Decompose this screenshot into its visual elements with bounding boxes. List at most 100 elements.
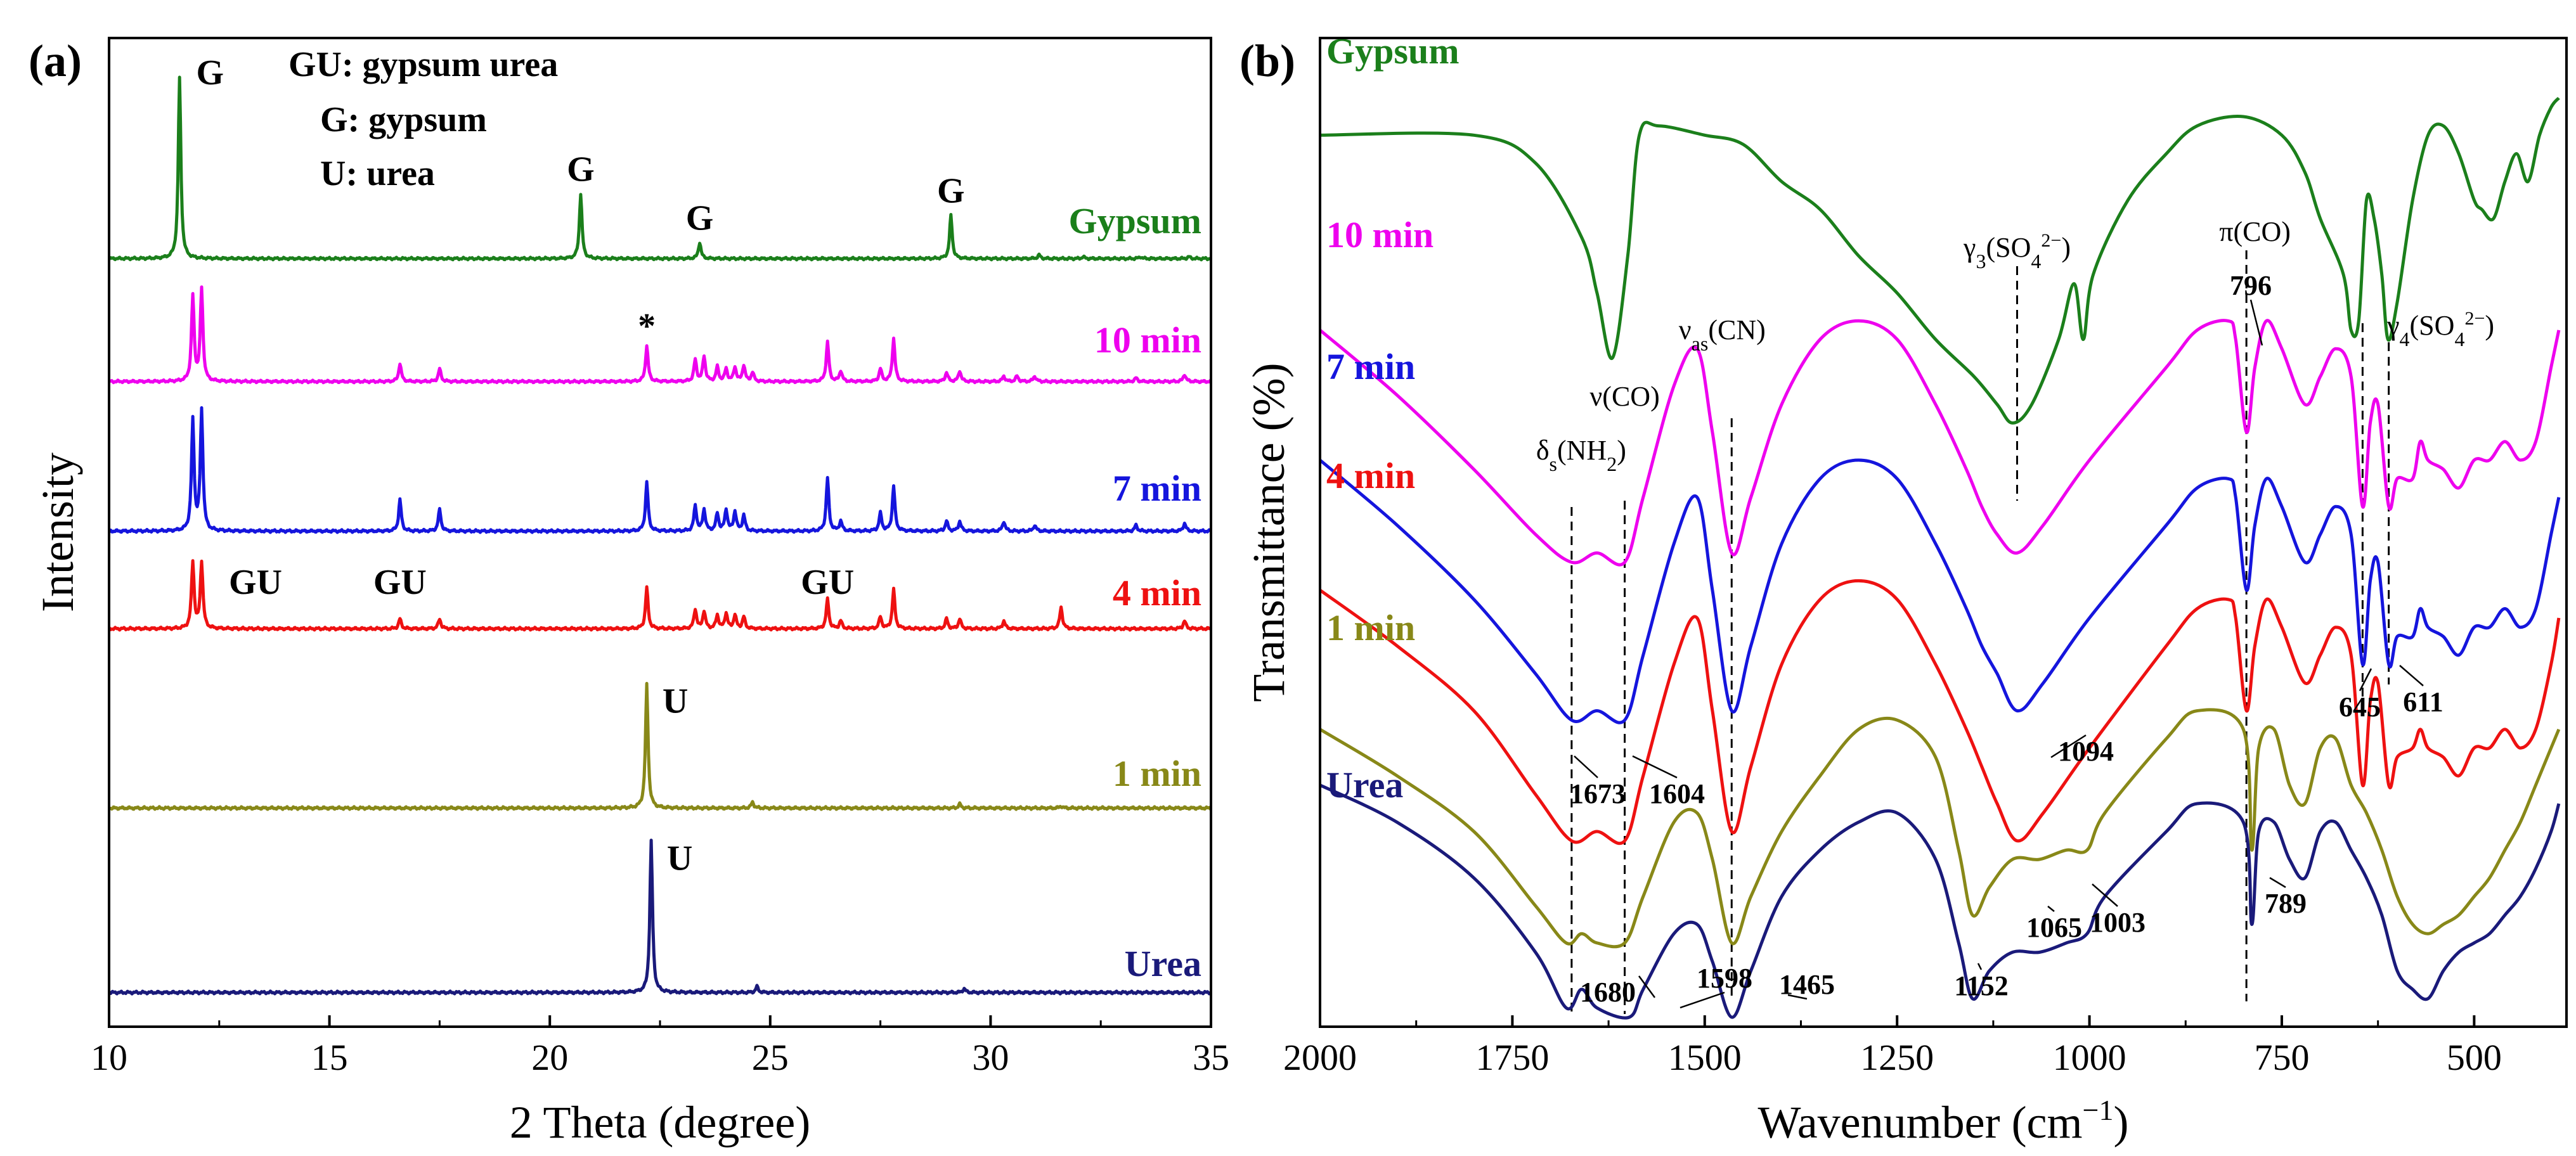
xrd-x-tick-label: 30 [972,1037,1009,1078]
ftir-series-names: Gypsum 10 min 7 min 4 min 1 min Urea [1326,30,1460,806]
xrd-series-name-7-min: 7 min [1113,468,1201,509]
ftir-peak-label-1152: 1152 [1954,970,2009,1001]
xrd-peak-label: * [638,307,656,346]
ftir-series-name-1-min: 1 min [1326,607,1415,648]
ftir-peak-label-1680: 1680 [1580,977,1636,1008]
ftir-traces [1319,96,2561,1020]
ftir-trace-1-min [1319,708,2561,949]
ftir-series-name-7-min: 7 min [1326,346,1415,387]
ftir-series-name-gypsum: Gypsum [1326,30,1460,72]
xrd-trace-urea [108,838,1212,996]
xrd-panel: (a) G G G G * GU GU GU U U Gypsum 10 min 7 min 4 min… [29,35,1229,1148]
xrd-legend: GU: gypsum urea G: gypsum U: urea [288,45,558,193]
ftir-peak-label-1465: 1465 [1779,969,1835,1000]
ftir-peak-label-796: 796 [2230,270,2272,301]
ftir-peak-leader [2359,668,2372,691]
ftir-peak-leader [2399,665,2424,686]
band-label-so4-g4: γ4(SO42−) [2386,308,2494,351]
ftir-panel: (b) Gypsum 10 min 7 min 4 min 1 min Urea δs(N… [1239,30,2568,1148]
ftir-peak-leader [2249,299,2263,346]
ftir-peak-label-645: 645 [2339,691,2381,722]
ftir-peak-label-1604: 1604 [1649,778,1705,809]
ftir-series-name-10-min: 10 min [1326,214,1434,255]
legend-entry-gu: GU: gypsum urea [288,45,558,84]
band-label-so4-g3: γ3(SO42−) [1963,230,2071,273]
ftir-band-labels: δs(NH2) ν(CO) νas(CN) γ3(SO42−) π(CO) γ4(SO42… [1536,216,2494,475]
xrd-x-tick-label: 20 [531,1037,568,1078]
ftir-peak-label-1673: 1673 [1570,778,1626,809]
ftir-x-axis-title: Wavenumber (cm−1) [1758,1094,2129,1148]
xrd-trace-gypsum [107,75,1212,262]
xrd-x-axis-title: 2 Theta (degree) [510,1097,810,1148]
legend-entry-u: U: urea [320,154,435,193]
ftir-series-name-urea: Urea [1326,764,1403,806]
band-label-co-stretch: ν(CO) [1589,381,1659,412]
ftir-peak-leader [1977,963,1983,970]
xrd-y-axis-title: Intensity [32,453,83,612]
ftir-series-name-4-min: 4 min [1326,455,1415,496]
ftir-x-tick-label: 1000 [2053,1037,2126,1078]
xrd-peak-annotations: G G G G * GU GU GU U U [196,53,964,878]
xrd-peak-label: U [663,682,688,721]
ftir-x-tick-label: 1750 [1475,1037,1549,1078]
ftir-x-tick-label: 500 [2447,1037,2502,1078]
ftir-peak-label-611: 611 [2403,686,2443,717]
ftir-peak-leader [1680,991,1725,1009]
ftir-peak-leader [1787,994,1808,1000]
xrd-peak-label: U [667,838,692,878]
xrd-x-tick-label: 15 [311,1037,348,1078]
ftir-trace-gypsum [1319,96,2560,425]
ftir-peak-leader [1574,755,1598,778]
ftir-peak-leader [2269,877,2286,889]
ftir-trace-10-min [1319,319,2561,567]
ftir-peak-leader [1632,755,1678,779]
xrd-x-tick-label: 10 [91,1037,127,1078]
xrd-peak-label: G [567,150,595,189]
ftir-x-tick-label: 750 [2254,1037,2309,1078]
xrd-series-name-gypsum: Gypsum [1068,200,1201,241]
xrd-series-names: Gypsum 10 min 7 min 4 min 1 min Urea [1068,200,1201,984]
xrd-peak-label: GU [373,563,427,602]
ftir-peak-leader [2047,906,2055,912]
ftir-peak-label-1003: 1003 [2090,907,2146,938]
ftir-plot-frame [1319,37,2568,1028]
ftir-peak-leader [2092,883,2118,907]
ftir-peak-leader [1638,975,1656,998]
ftir-peak-leader [2050,734,2087,759]
xrd-trace-10-min [108,285,1212,385]
ftir-x-tick-label: 1500 [1668,1037,1742,1078]
xrd-x-ticks: 10 15 20 25 30 35 [91,1015,1229,1078]
ftir-peak-label-1065: 1065 [2026,912,2082,943]
panel-label-a: (a) [29,35,82,86]
xrd-trace-4-min [107,559,1212,632]
xrd-peak-label: G [937,172,965,211]
xrd-x-tick-label: 35 [1193,1037,1229,1078]
panel-label-b: (b) [1239,35,1295,86]
xrd-peak-label: G [196,53,224,93]
ftir-peak-label-1598: 1598 [1697,963,1752,994]
ftir-trace-4-min [1319,579,2561,845]
xrd-series-name-urea: Urea [1125,943,1201,984]
xrd-trace-7-min [108,406,1212,534]
legend-entry-g: G: gypsum [320,100,487,139]
ftir-peak-label-1094: 1094 [2058,736,2114,767]
xrd-peak-label: GU [229,563,282,602]
ftir-x-tick-label: 2000 [1283,1037,1357,1078]
xrd-series-name-10-min: 10 min [1094,319,1201,361]
xrd-traces [107,75,1212,996]
ftir-peak-labels: 1680 1673 1604 1598 1465 1152 1094 1065 1003 796 7… [1570,270,2443,1009]
xrd-trace-1-min [108,681,1212,811]
band-label-nh2: δs(NH2) [1536,435,1626,475]
ftir-x-tick-label: 1250 [1860,1037,1934,1078]
ftir-peak-label-789: 789 [2265,888,2307,919]
xrd-peak-label: G [686,198,714,238]
xrd-x-tick-label: 25 [752,1037,789,1078]
xrd-series-name-1-min: 1 min [1113,753,1201,794]
xrd-series-name-4-min: 4 min [1113,572,1201,613]
ftir-x-ticks: 2000 1750 1500 1250 1000 750 500 [1283,1015,2502,1078]
band-label-pi-co: π(CO) [2219,216,2291,247]
ftir-y-axis-title: Transmittance (%) [1243,363,1294,702]
xrd-peak-label: GU [801,563,854,602]
ftir-trace-7-min [1319,458,2561,724]
